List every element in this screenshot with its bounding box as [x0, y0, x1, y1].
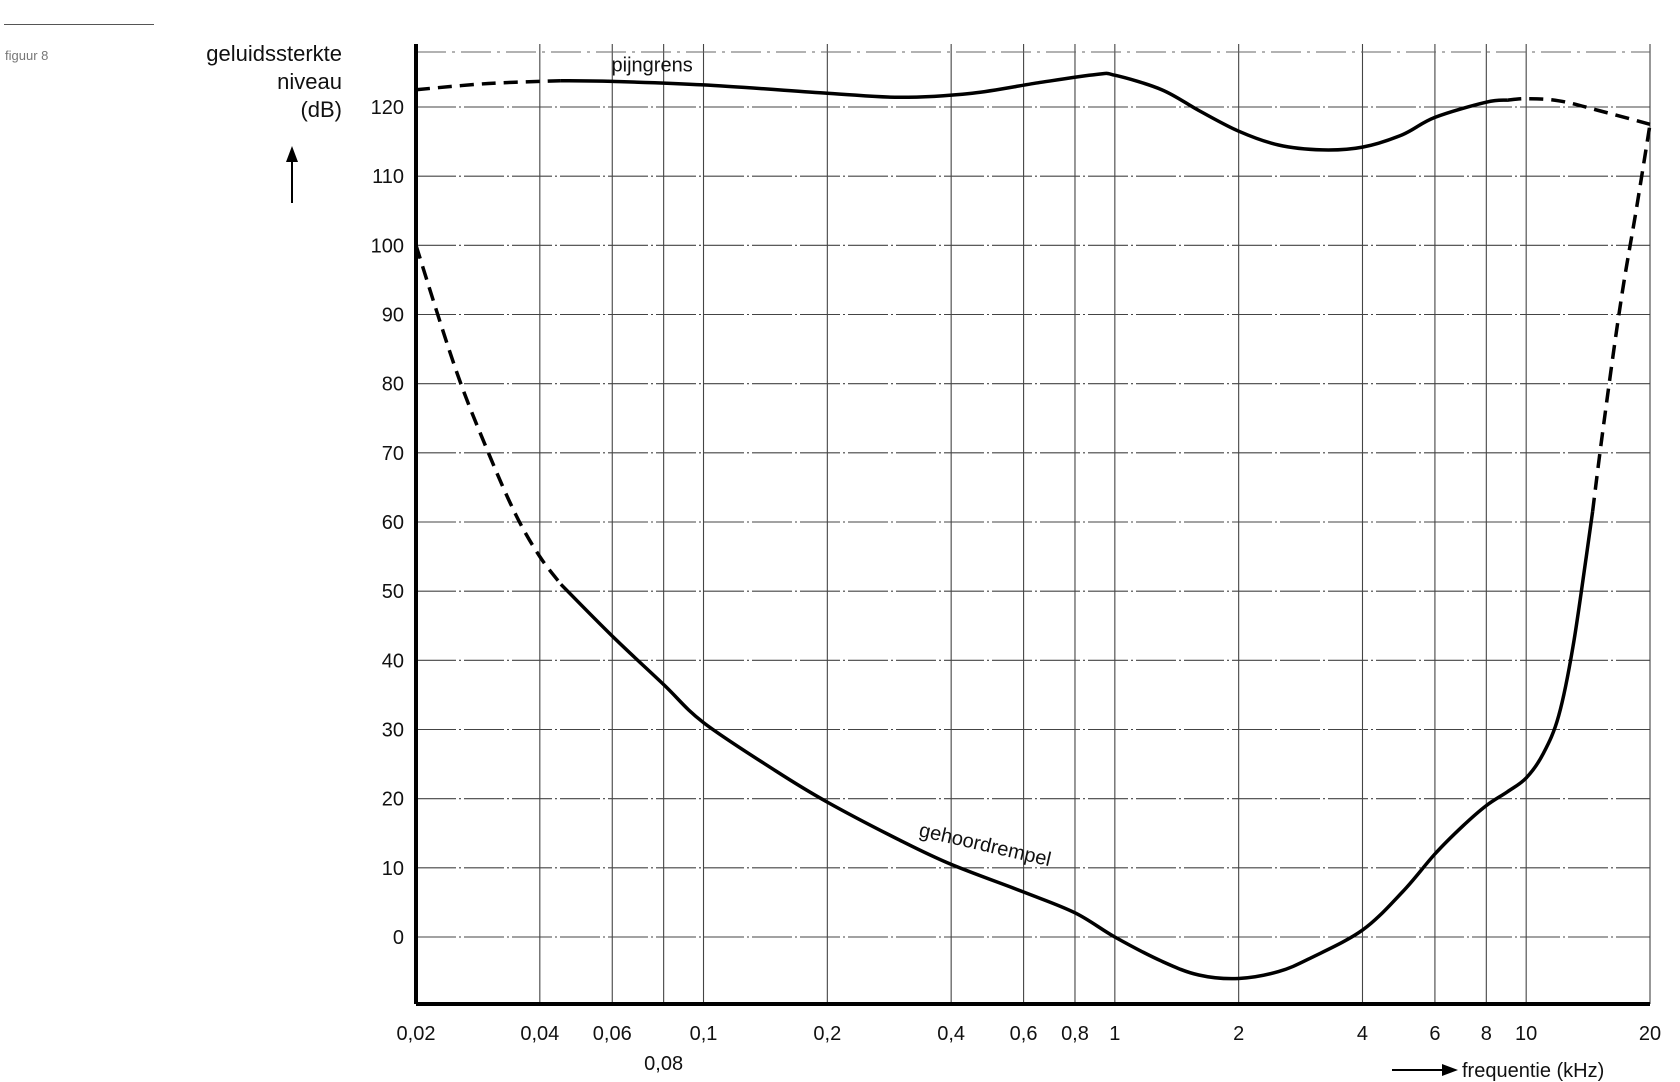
y-tick-label: 70 — [382, 443, 404, 465]
x-tick-label: 10 — [1515, 1023, 1537, 1045]
y-ticks: 0 10 20 30 40 50 60 70 80 90 100 110 120 — [371, 97, 404, 949]
y-tick-label: 110 — [372, 166, 404, 188]
x-tick-label: 0,06 — [593, 1023, 632, 1045]
series-pijngrens-solid — [560, 71, 1508, 152]
y-tick-label: 90 — [382, 305, 404, 327]
x-tick-label: 0,2 — [813, 1023, 841, 1045]
y-axis-label: geluidssterkte niveau (dB) — [190, 40, 342, 124]
y-tick-label: 120 — [371, 97, 404, 119]
x-tick-label: 6 — [1429, 1023, 1440, 1045]
x-tick-label: 20 — [1639, 1023, 1661, 1045]
grid — [416, 44, 1651, 1004]
figure-label: figuur 8 — [5, 48, 49, 63]
series-gehoordrempel-dashed — [414, 244, 563, 586]
x-tick-label: 0,8 — [1061, 1023, 1089, 1045]
x-tick-label: 8 — [1481, 1023, 1492, 1045]
y-tick-label: 60 — [382, 512, 404, 534]
y-tick-label: 10 — [382, 858, 404, 880]
y-axis-label-line-3: (dB) — [300, 97, 342, 122]
x-ticks: 0,02 0,04 0,06 0,08 0,1 0,2 0,4 0,6 0,8 1 2 4 6 8 10 20 — [397, 1023, 1662, 1075]
series-gehoordrempel-solid — [559, 511, 1595, 981]
x-axis-label-group: frequentie (kHz) — [1392, 1060, 1604, 1082]
x-axis-label: frequentie (kHz) — [1462, 1060, 1604, 1082]
y-arrow-head — [286, 146, 298, 162]
y-tick-label: 40 — [382, 650, 404, 672]
axes — [286, 44, 1650, 1006]
x-tick-label: 4 — [1357, 1023, 1368, 1045]
curves — [414, 71, 1652, 981]
y-tick-label: 20 — [382, 789, 404, 811]
x-tick-label: 0,08 — [644, 1053, 683, 1075]
x-tick-label: 2 — [1233, 1023, 1244, 1045]
y-tick-label: 100 — [371, 235, 404, 257]
curve-labels: pijngrens gehoordrempel — [612, 54, 1054, 871]
series-label-gehoordrempel: gehoordrempel — [917, 819, 1053, 871]
x-tick-label: 1 — [1109, 1023, 1120, 1045]
x-arrow-head — [1442, 1064, 1458, 1076]
y-tick-label: 30 — [382, 720, 404, 742]
x-tick-label: 0,02 — [397, 1023, 436, 1045]
figure-rule — [4, 24, 154, 25]
x-tick-label: 0,4 — [937, 1023, 965, 1045]
series-pijngrens-dashed — [1507, 96, 1651, 126]
series-gehoordrempel-dashed — [1590, 124, 1652, 512]
y-tick-label: 80 — [382, 374, 404, 396]
series-pijngrens-dashed — [415, 78, 561, 92]
series-label-pijngrens: pijngrens — [612, 54, 693, 76]
x-tick-label: 0,6 — [1010, 1023, 1038, 1045]
y-tick-label: 0 — [393, 927, 404, 949]
y-axis-label-line-1: geluidssterkte — [206, 41, 342, 66]
y-tick-label: 50 — [382, 581, 404, 603]
y-axis-label-line-2: niveau — [277, 69, 342, 94]
x-tick-label: 0,1 — [690, 1023, 718, 1045]
x-tick-label: 0,04 — [520, 1023, 559, 1045]
